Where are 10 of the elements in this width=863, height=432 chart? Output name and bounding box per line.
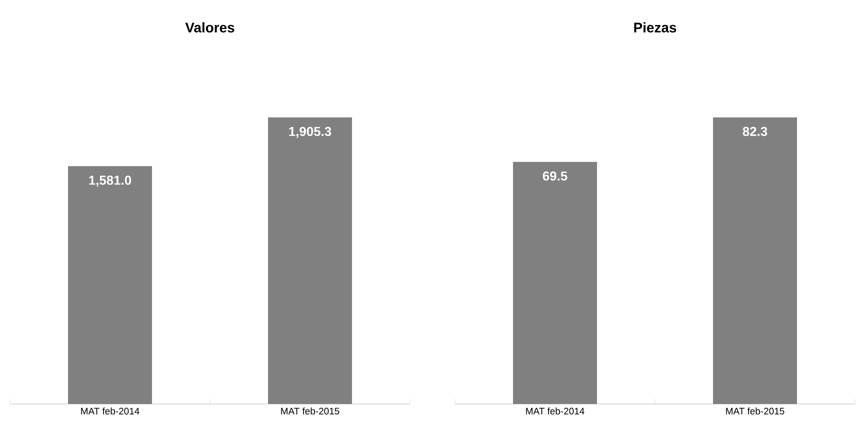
x-tick-label: MAT feb-2015 — [726, 408, 784, 414]
x-tick-label: MAT feb-2014 — [81, 408, 140, 414]
data-label: 1,905.3 — [289, 126, 332, 138]
data-label: 82.3 — [742, 126, 768, 136]
data-label: 1,581.0 — [89, 176, 132, 187]
chart-title: Piezas — [634, 22, 676, 33]
data-label: 69.5 — [542, 171, 568, 181]
x-tick-label: MAT feb-2014 — [526, 408, 584, 414]
chart-title: Valores — [185, 22, 234, 32]
x-tick-label: MAT feb-2015 — [281, 408, 340, 414]
